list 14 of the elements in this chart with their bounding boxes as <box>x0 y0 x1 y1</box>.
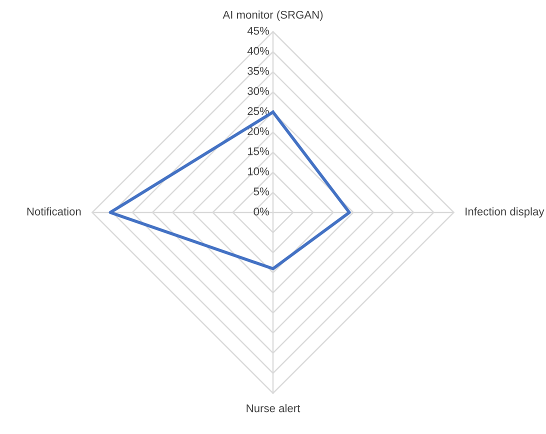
y-tick-label: 5% <box>254 188 269 196</box>
spoke-label: Infection display <box>466 207 544 218</box>
y-tick-label: 0% <box>254 208 269 216</box>
spoke-label: AI monitor (SRGAN) <box>222 10 323 21</box>
y-tick-label: 45% <box>247 26 269 35</box>
spoke-label: Nurse alert <box>246 404 300 412</box>
y-tick-label: 30% <box>248 87 269 95</box>
y-tick-label: 25% <box>248 107 269 116</box>
spoke-label: Notification <box>27 207 81 216</box>
y-tick-label: 40% <box>247 46 269 55</box>
y-tick-label: 15% <box>248 147 269 156</box>
y-tick-label: 10% <box>248 167 269 176</box>
y-tick-label: 20% <box>248 127 269 136</box>
y-tick-label: 35% <box>248 67 269 75</box>
